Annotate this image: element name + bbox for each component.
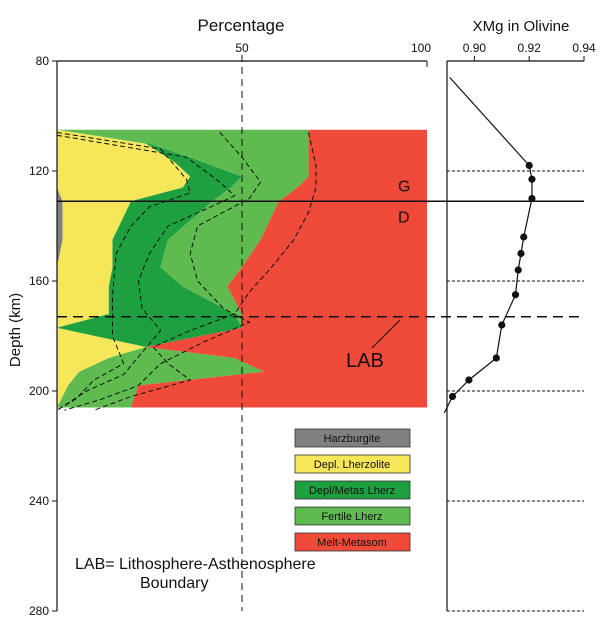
legend-label-2: Depl. Lherzolite [314, 459, 390, 471]
xmg-point-7 [511, 291, 520, 299]
dashed-boundary-2 [56, 134, 236, 411]
xmg-point-2 [528, 175, 536, 183]
stacked-areas [57, 129, 427, 408]
right-panel-title: XMg in Olivine [473, 18, 570, 35]
xmg-point-3 [528, 194, 536, 203]
y-tick-label: 280 [29, 604, 49, 617]
area-melt-metasom [131, 129, 427, 408]
legend-swatch-2 [294, 454, 411, 474]
legend-label-1: Harzburgite [324, 433, 381, 445]
area-depl-metas-lherz [57, 129, 242, 408]
lab-pointer-line [371, 319, 401, 349]
legend-swatch-1 [294, 428, 411, 448]
annotation-g: G [398, 178, 410, 195]
xmg-point-9 [492, 354, 500, 362]
area-fertile-lherz [57, 129, 309, 408]
legend-swatch-4 [294, 506, 411, 526]
xmg-profile-line [443, 77, 533, 414]
legend-swatch-5 [294, 532, 411, 552]
xmg-tick-label: 0.94 [572, 41, 596, 55]
area-depl-lherzolite [57, 129, 191, 408]
xmg-point-4 [520, 233, 528, 241]
legend: Harzburgite Depl. Lherzolite Depl/Metas Lh… [294, 428, 411, 552]
xmg-point-5 [517, 249, 525, 258]
area-harzburgite [57, 129, 63, 408]
y-axis-title: Depth (km) [7, 293, 24, 367]
legend-swatch-3 [294, 480, 411, 500]
y-tick-label: 200 [29, 384, 49, 398]
x-tick-label: 50 [235, 41, 249, 55]
dashed-boundary-4 [93, 132, 317, 411]
xmg-tick-label: 0.90 [463, 41, 487, 55]
y-tick-label: 80 [36, 54, 50, 68]
xmg-point-6 [514, 266, 522, 274]
xmg-point-8 [498, 321, 506, 329]
legend-label-4: Fertile Lherz [321, 511, 382, 523]
left-panel-title: Percentage [198, 16, 285, 35]
y-tick-label: 160 [29, 274, 49, 288]
y-tick-label: 240 [29, 494, 49, 508]
dashed-boundary-3 [64, 132, 262, 411]
xmg-point-11 [448, 392, 457, 401]
x-tick-label: 100 [411, 41, 431, 55]
legend-label-3: Depl/Metas Lherz [309, 485, 395, 497]
xmg-point-10 [465, 376, 473, 384]
lab-definition-line1: LAB= Lithosphere-Asthenosphere [75, 556, 316, 573]
lab-definition-line2: Boundary [140, 575, 209, 592]
legend-label-5: Melt-Metasom [317, 537, 387, 549]
xmg-point-1 [525, 161, 533, 170]
annotation-lab: LAB [346, 350, 384, 372]
y-tick-label: 120 [29, 164, 49, 178]
annotation-d: D [398, 209, 410, 226]
xmg-tick-label: 0.92 [518, 41, 542, 55]
dashed-boundary-1 [56, 132, 191, 411]
